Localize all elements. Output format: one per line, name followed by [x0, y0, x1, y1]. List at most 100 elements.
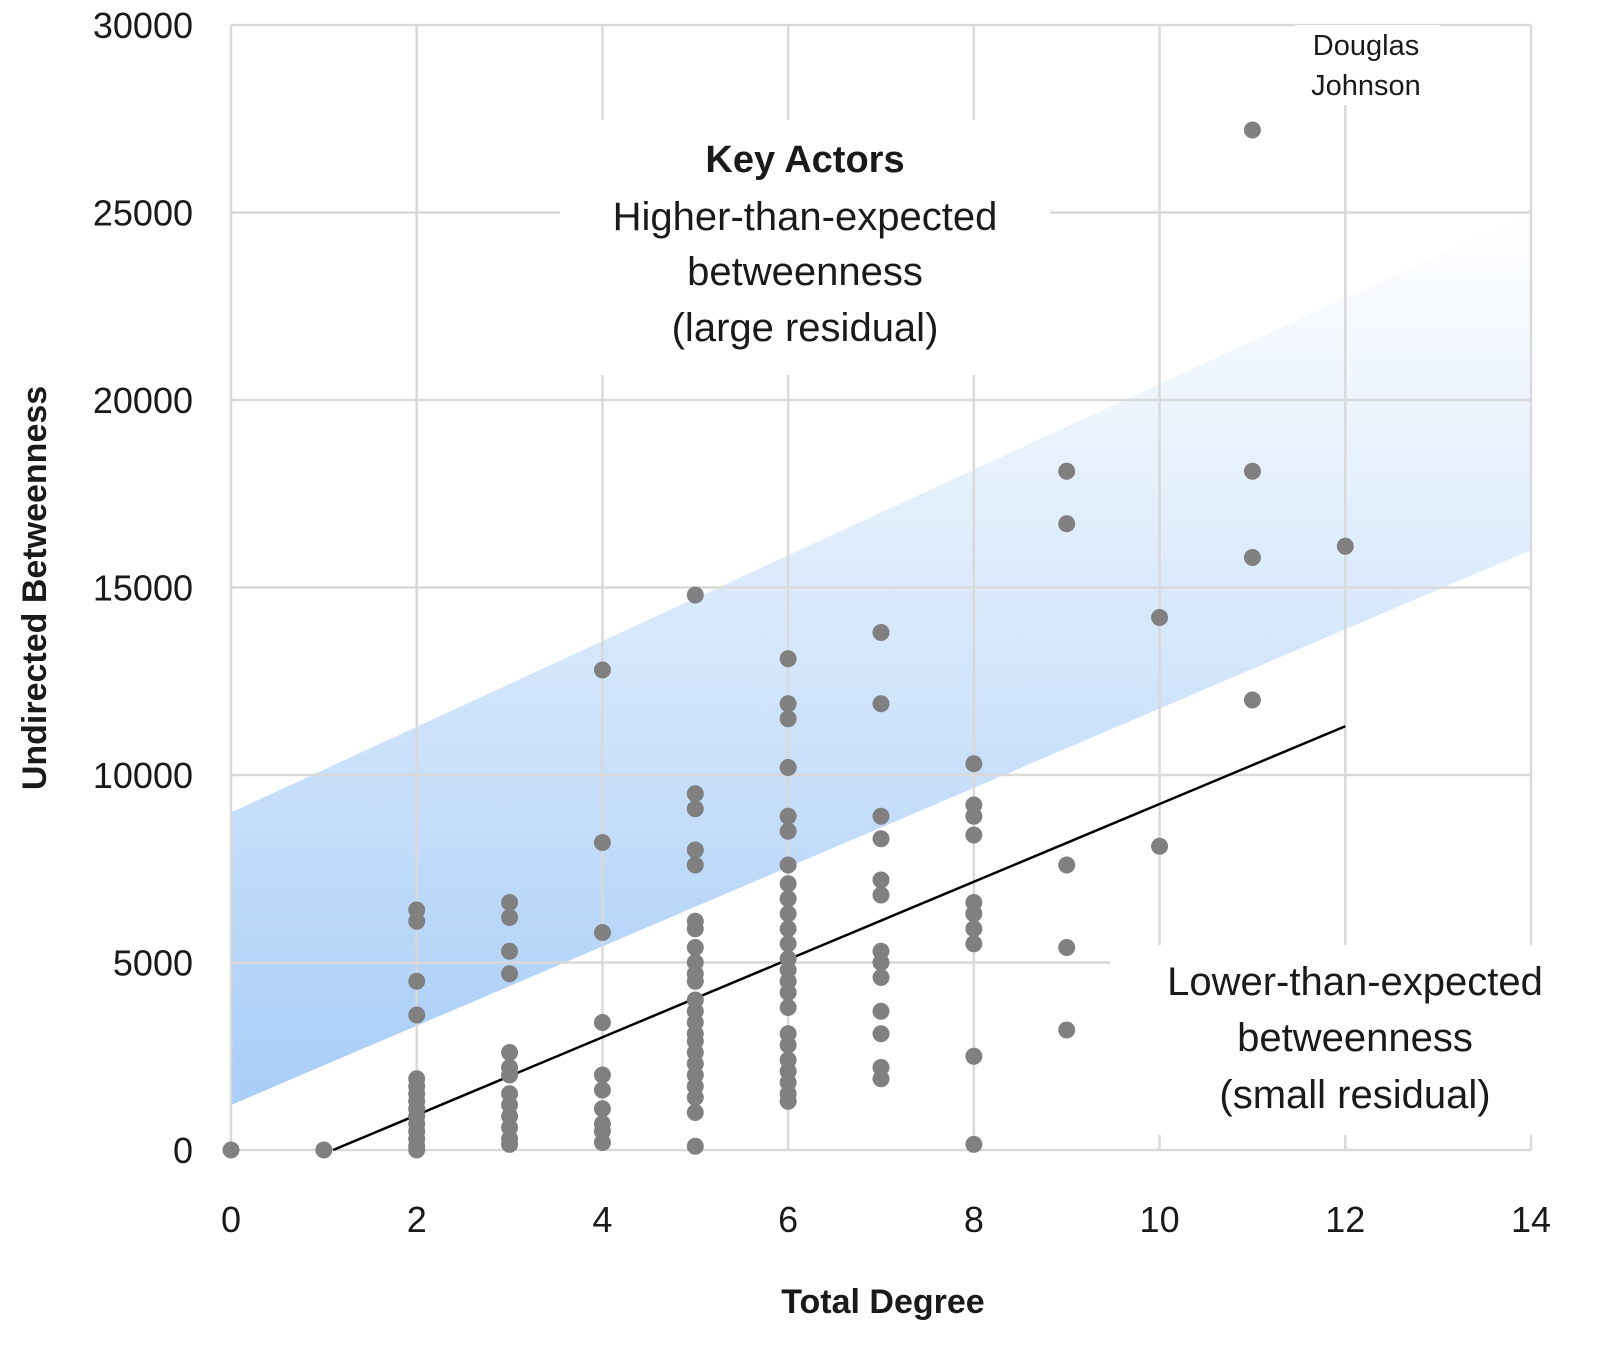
y-axis-ticks: 0 5000 10000 15000 20000 25000 30000: [93, 5, 193, 1171]
data-point: [779, 1092, 797, 1110]
data-point: [965, 905, 983, 923]
x-axis-ticks: 0 2 4 6 8 10 12 14: [221, 1199, 1551, 1240]
data-point: [686, 856, 704, 874]
data-point: [408, 972, 426, 990]
data-point: [1058, 856, 1076, 874]
data-point: [408, 1141, 426, 1159]
data-points: [222, 121, 1354, 1159]
trend-line: [332, 725, 1346, 1152]
y-tick-label: 10000: [93, 755, 193, 796]
x-tick-label: 4: [592, 1199, 612, 1240]
data-point: [593, 1066, 611, 1084]
data-point: [593, 834, 611, 851]
lower-annotation-bg: [1110, 945, 1580, 1135]
data-point: [593, 924, 611, 941]
point-label-line2: Johnson: [1311, 70, 1421, 102]
data-point: [872, 871, 890, 889]
lower-line3: (small residual): [1219, 1073, 1490, 1117]
x-tick-label: 12: [1325, 1199, 1365, 1240]
data-point: [779, 856, 797, 874]
lower-line1: Lower-than-expected: [1167, 960, 1543, 1004]
data-point: [686, 586, 704, 604]
data-point: [872, 695, 890, 713]
data-point: [779, 650, 797, 668]
data-point: [872, 1070, 890, 1088]
data-point: [779, 984, 797, 1001]
data-point: [686, 1137, 704, 1155]
data-point: [686, 841, 704, 859]
data-point: [872, 624, 890, 641]
data-point: [686, 920, 704, 938]
data-point: [1058, 939, 1076, 956]
data-point: [593, 661, 611, 679]
data-point: [501, 1044, 519, 1061]
data-point: [686, 972, 704, 990]
point-label-bg: [1295, 25, 1440, 105]
y-tick-label: 20000: [93, 380, 193, 421]
data-point: [779, 920, 797, 938]
data-point: [779, 999, 797, 1016]
data-point: [779, 875, 797, 893]
y-tick-label: 15000: [93, 568, 193, 609]
point-label-line1: Douglas: [1313, 30, 1419, 62]
data-point: [1151, 609, 1169, 626]
data-point: [593, 1081, 611, 1099]
lower-line2: betweenness: [1237, 1016, 1473, 1060]
higher-than-expected-band: [231, 212, 1531, 1105]
data-point: [1058, 462, 1076, 480]
data-point: [1243, 691, 1261, 709]
data-point: [779, 905, 797, 923]
y-tick-label: 5000: [113, 943, 193, 984]
x-tick-label: 0: [221, 1199, 241, 1240]
y-tick-label: 0: [173, 1130, 193, 1171]
x-tick-label: 8: [964, 1199, 984, 1240]
key-actors-title: Key Actors: [705, 139, 904, 181]
data-point: [501, 1066, 519, 1084]
data-point: [501, 909, 519, 926]
data-point: [965, 755, 983, 773]
data-point: [965, 1135, 983, 1153]
data-point: [872, 969, 890, 986]
data-point: [965, 807, 983, 825]
x-tick-label: 6: [778, 1199, 798, 1240]
x-tick-label: 10: [1140, 1199, 1180, 1240]
data-point: [686, 1089, 704, 1106]
data-point: [593, 1100, 611, 1118]
data-point: [1336, 537, 1354, 555]
data-point: [501, 942, 519, 960]
y-tick-label: 25000: [93, 193, 193, 234]
key-actors-line1: Higher-than-expected: [613, 195, 998, 239]
data-point: [779, 935, 797, 953]
key-actors-line2: betweenness: [687, 250, 923, 294]
data-point: [408, 1006, 426, 1024]
data-point: [1243, 462, 1261, 480]
data-point: [965, 935, 983, 953]
key-actors-line3: (large residual): [672, 306, 939, 350]
data-point: [1243, 549, 1261, 566]
data-point: [779, 695, 797, 713]
data-point: [872, 886, 890, 904]
data-point: [408, 912, 426, 930]
data-point: [593, 1134, 611, 1151]
data-point: [686, 800, 704, 818]
x-tick-label: 14: [1511, 1199, 1551, 1240]
data-point: [501, 965, 519, 983]
data-point: [965, 1047, 983, 1065]
data-point: [1058, 1021, 1076, 1039]
data-point: [593, 1014, 611, 1031]
data-point: [686, 1104, 704, 1121]
data-point: [965, 920, 983, 938]
data-point: [965, 826, 983, 844]
data-point: [872, 1025, 890, 1043]
data-point: [872, 807, 890, 825]
data-point: [872, 830, 890, 848]
data-point: [1243, 121, 1261, 139]
data-point: [1151, 837, 1169, 855]
data-point: [501, 894, 519, 911]
data-point: [779, 1036, 797, 1054]
data-point: [779, 807, 797, 825]
data-point: [872, 954, 890, 971]
y-axis-title: Undirected Betweenness: [16, 386, 54, 790]
data-point: [779, 890, 797, 908]
